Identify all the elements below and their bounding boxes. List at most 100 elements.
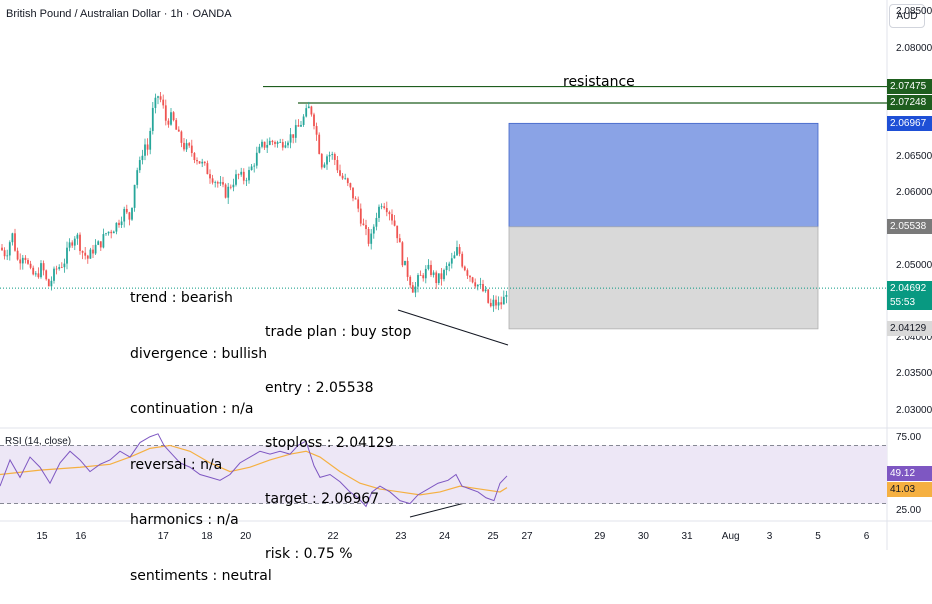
candle-body	[411, 285, 414, 293]
y-tick-label: 2.08500	[896, 6, 932, 18]
candle-body	[375, 217, 378, 227]
candle-body	[307, 106, 310, 109]
candle-body	[97, 241, 100, 245]
candle-body	[500, 302, 503, 305]
candle-body	[240, 171, 243, 175]
candle-body	[235, 174, 237, 185]
candle-body	[133, 184, 136, 208]
candle-body	[102, 234, 105, 248]
candle-body	[157, 96, 159, 98]
chart-canvas[interactable]	[0, 0, 932, 550]
candle-body	[193, 153, 196, 161]
candle-body	[344, 178, 347, 180]
target-zone	[508, 122, 819, 228]
candle-body	[495, 299, 497, 306]
stop-zone	[508, 226, 819, 330]
candle-body	[144, 144, 146, 156]
candle-body	[414, 286, 417, 293]
candle-body	[60, 267, 63, 268]
candle-body	[115, 222, 118, 232]
candle-body	[469, 275, 471, 278]
candle-body	[196, 160, 198, 162]
candle-body	[263, 141, 266, 148]
candle-body	[396, 225, 399, 239]
candle-body	[120, 221, 123, 226]
candle-body	[125, 208, 128, 213]
candle-body	[11, 233, 14, 243]
candle-body	[367, 228, 370, 244]
candle-body	[352, 187, 354, 199]
price-line-label: 2.07248	[887, 95, 932, 111]
candle-body	[47, 279, 50, 287]
candle-body	[34, 273, 37, 275]
candle-body	[385, 208, 388, 213]
candle-body	[50, 280, 53, 287]
candle-body	[484, 289, 487, 292]
x-tick-label: 5	[815, 531, 821, 542]
candle-body	[339, 170, 341, 176]
candle-body	[203, 161, 206, 164]
candle-body	[497, 302, 500, 306]
candle-body	[289, 134, 292, 143]
x-tick-label: 3	[766, 531, 773, 542]
candle-body	[466, 270, 469, 276]
candle-body	[16, 250, 19, 260]
candle-body	[435, 272, 438, 284]
candle-body	[287, 142, 289, 146]
candle-body	[487, 289, 490, 303]
candle-body	[357, 199, 360, 209]
x-tick-label: 31	[681, 531, 693, 542]
candle-body	[318, 134, 321, 154]
candle-body	[128, 212, 131, 220]
candle-body	[99, 241, 102, 248]
candle-body	[323, 164, 326, 168]
candle-body	[68, 242, 71, 248]
x-tick-label: 20	[240, 531, 252, 542]
candle-body	[419, 275, 422, 276]
candle-body	[170, 112, 172, 125]
rsi-value-label: 49.12	[887, 466, 932, 482]
candle-body	[362, 223, 365, 226]
candle-body	[305, 108, 308, 117]
candle-body	[3, 250, 6, 257]
trade-plan-note: trade plan : buy stop entry : 2.05538 st…	[265, 286, 411, 582]
candle-body	[37, 273, 40, 278]
rsi-ma-value-label: 41.03	[887, 482, 932, 498]
trade-plan-line: trade plan : buy stop	[265, 324, 412, 340]
candle-body	[261, 141, 263, 147]
candle-body	[341, 175, 344, 179]
candle-body	[328, 154, 331, 157]
candle-body	[479, 284, 482, 285]
candle-body	[258, 146, 261, 153]
candle-body	[237, 174, 240, 176]
candle-body	[211, 178, 214, 183]
x-tick-label: 15	[36, 531, 48, 542]
currency-button[interactable]: AUD	[889, 4, 925, 28]
analysis-line: continuation : n/a	[130, 401, 254, 417]
analysis-line: trend : bearish	[130, 290, 233, 306]
candle-body	[430, 264, 432, 275]
candle-body	[388, 212, 391, 215]
candle-body	[482, 284, 484, 292]
candle-body	[105, 233, 107, 235]
rsi-line	[0, 433, 508, 508]
candle-body	[380, 206, 383, 208]
candle-body	[227, 186, 230, 198]
candle-body	[86, 255, 89, 259]
rsi-tick-label: 75.00	[896, 432, 922, 444]
candle-body	[268, 140, 271, 145]
candle-body	[279, 142, 282, 143]
candle-body	[14, 233, 16, 251]
candle-body	[370, 233, 373, 244]
candle-body	[424, 268, 427, 279]
candle-body	[250, 166, 253, 171]
candle-body	[185, 143, 188, 150]
candle-body	[84, 252, 87, 256]
x-tick-label: Aug	[721, 531, 740, 542]
candle-body	[180, 131, 183, 143]
x-tick-label: 23	[395, 531, 407, 542]
candle-body	[393, 220, 396, 226]
candle-body	[398, 238, 401, 243]
candle-body	[92, 249, 94, 254]
x-tick-label: 17	[157, 531, 169, 542]
